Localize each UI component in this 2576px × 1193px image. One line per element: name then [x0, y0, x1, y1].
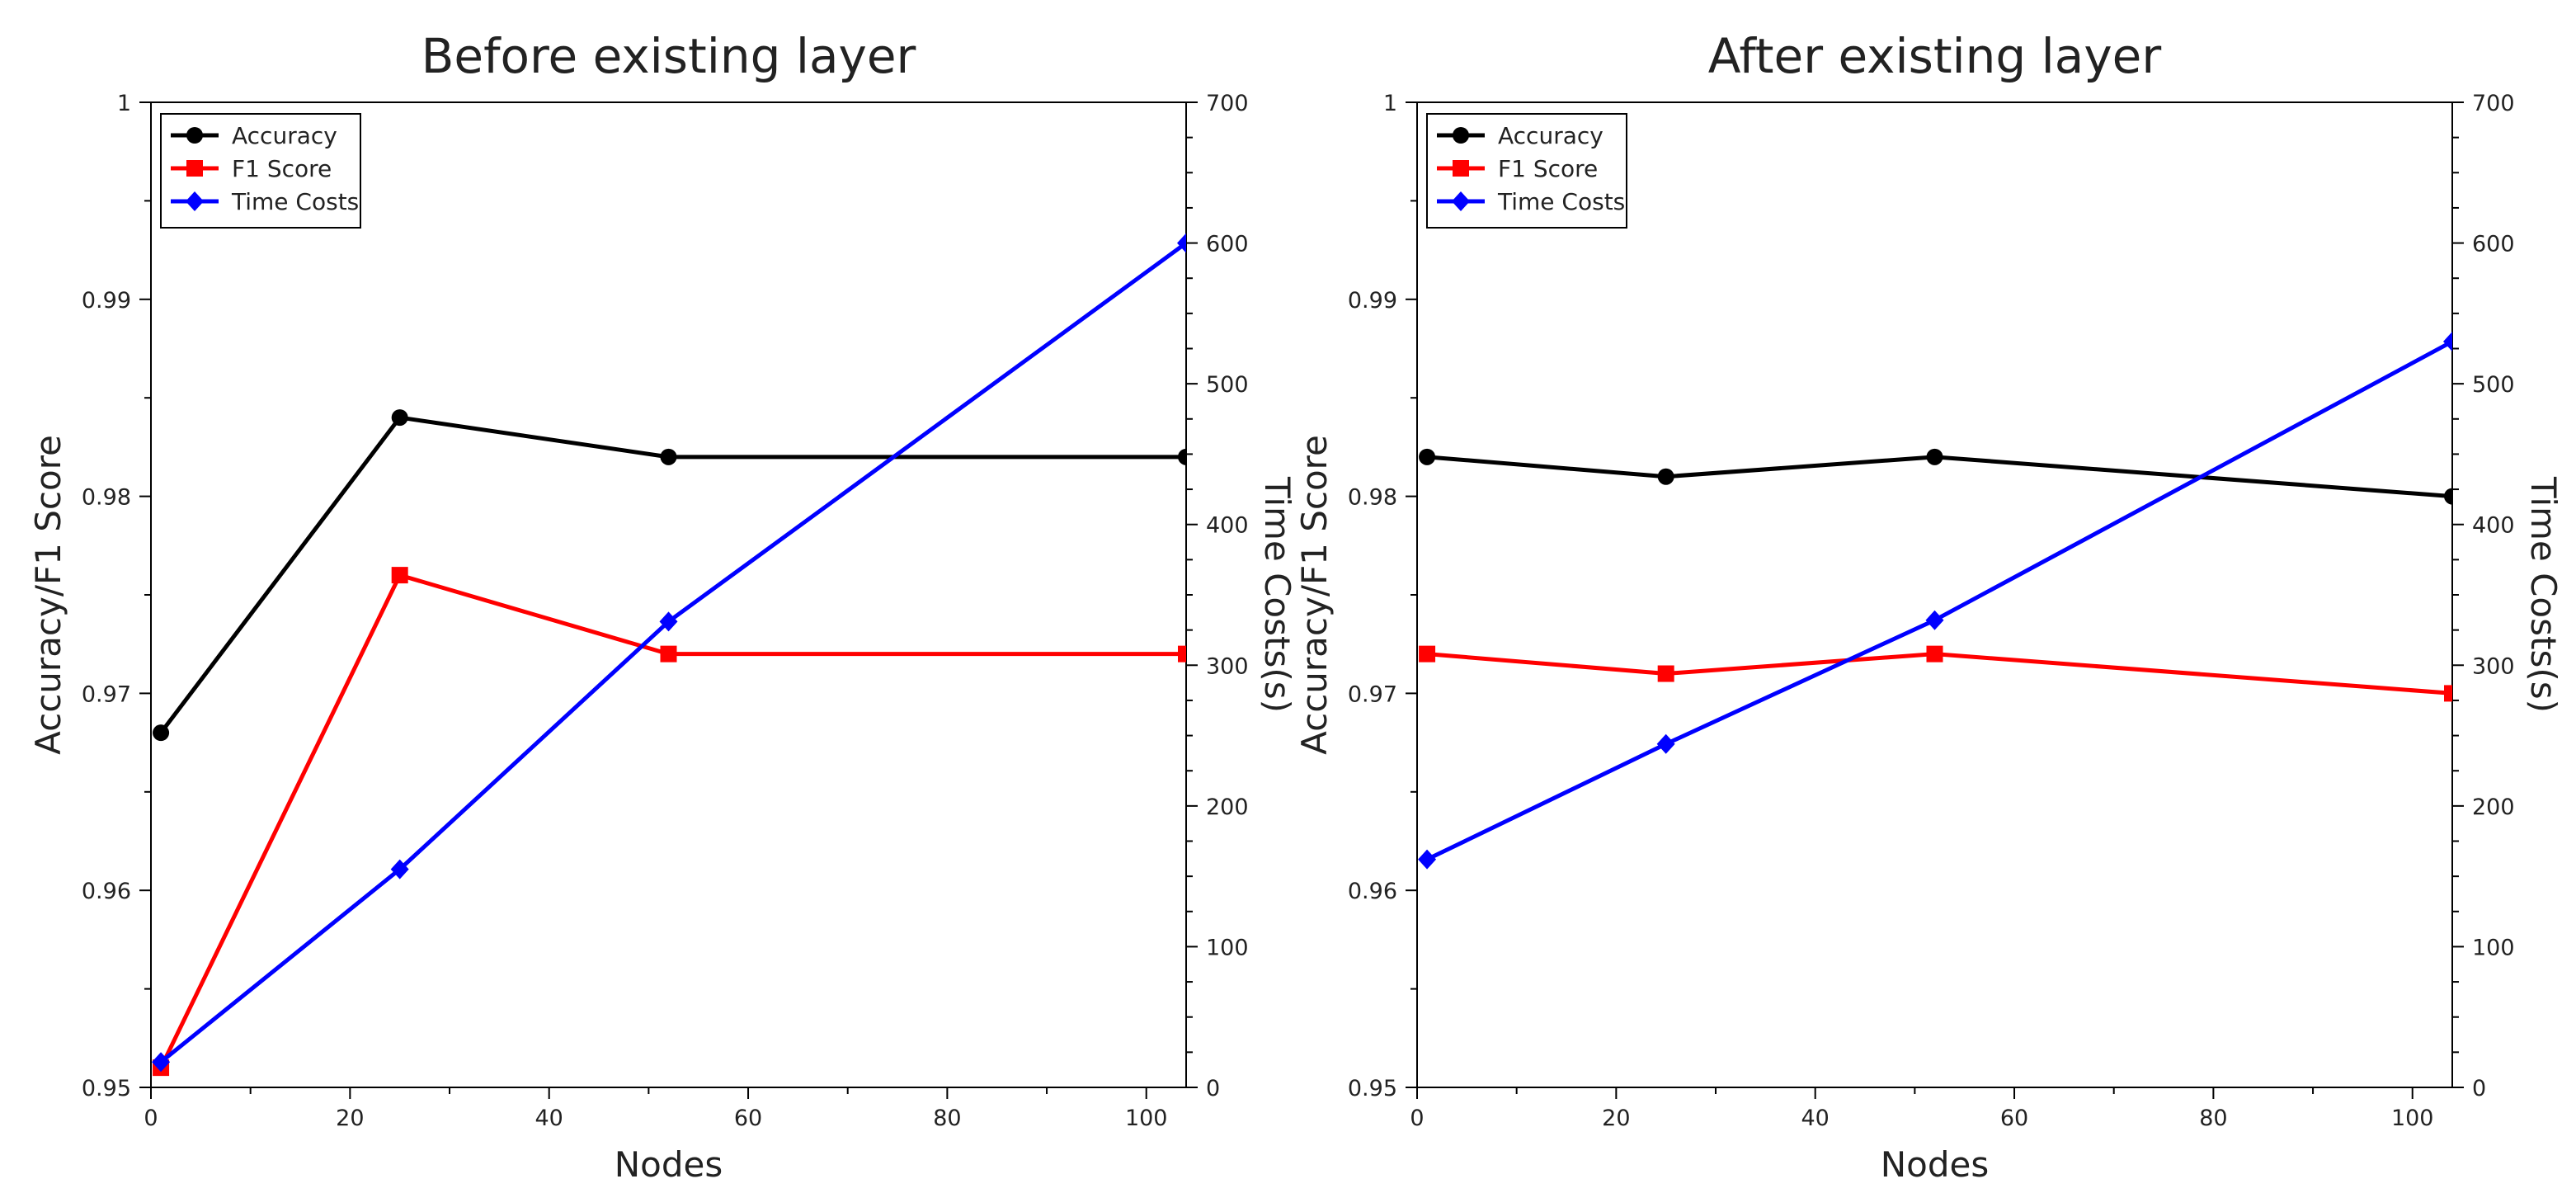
chart-title: Before existing layer [421, 28, 916, 84]
data-point-f1-score [660, 645, 677, 663]
x-axis-label: Nodes [615, 1144, 723, 1185]
data-point-accuracy [1419, 448, 1436, 465]
x-tick-label: 60 [2000, 1106, 2028, 1131]
y-tick-label: 0.99 [82, 288, 131, 314]
data-point-time-costs [1177, 233, 1186, 253]
y2-tick-label: 300 [1206, 653, 1249, 679]
y2-tick-label: 700 [2472, 91, 2515, 116]
y-tick-label: 0.97 [1348, 681, 1397, 707]
plot-frame [1416, 101, 2453, 1088]
data-point-time-costs [1925, 610, 1944, 630]
chart-panel-1: Before existing layer 0 20 40 60 80 100 0.95 0.9… [28, 28, 1297, 1185]
series-line-time-costs [159, 241, 1186, 1064]
plot-area [1418, 331, 2452, 870]
series-line-f1-score [1426, 652, 2452, 696]
data-point-accuracy [391, 409, 408, 427]
series-line-f1-score [158, 573, 1186, 1069]
y2-axis-label: Time Costs(s) [1257, 476, 1297, 713]
y-tick-label: 0.96 [1348, 879, 1397, 904]
y2-tick-label: 700 [1206, 91, 1249, 116]
data-point-time-costs [1418, 849, 1437, 870]
y-tick-label: 0.95 [82, 1076, 131, 1101]
x-tick-label: 100 [2391, 1106, 2434, 1131]
series-line-time-costs [1425, 339, 2452, 861]
series-line-accuracy [159, 415, 1186, 734]
data-point-accuracy [2444, 488, 2452, 505]
legend-marker-time-costs [1452, 191, 1470, 211]
data-point-time-costs [659, 611, 678, 632]
x-tick-label: 100 [1125, 1106, 1168, 1131]
x-tick-label: 20 [1602, 1106, 1630, 1131]
data-point-time-costs [1656, 733, 1675, 754]
legend-marker-accuracy [1453, 127, 1469, 144]
data-point-time-costs [390, 859, 409, 879]
y-tick-label: 0.98 [82, 485, 131, 511]
y2-tick-label: 600 [1206, 232, 1249, 257]
data-point-accuracy [660, 448, 677, 465]
data-point-f1-score [1657, 665, 1674, 682]
y2-tick-label: 0 [1206, 1076, 1220, 1101]
legend-label-accuracy: Accuracy [232, 122, 337, 149]
y-tick-label: 1 [117, 91, 131, 116]
data-point-time-costs [2443, 331, 2452, 351]
x-tick-label: 0 [144, 1106, 158, 1131]
legend: Accuracy F1 Score Time Costs [1426, 113, 1627, 229]
data-point-accuracy [1926, 448, 1943, 465]
y2-tick-label: 100 [2472, 935, 2515, 960]
y-axis-label: Accuracy/F1 Score [28, 435, 68, 755]
y-axis-label: Accuracy/F1 Score [1294, 435, 1335, 755]
data-point-f1-score [2444, 685, 2452, 702]
y2-tick-label: 400 [2472, 513, 2515, 539]
legend-label-time-costs: Time Costs [231, 188, 359, 215]
x-tick-label: 0 [1410, 1106, 1424, 1131]
legend-marker-f1-score [1453, 160, 1469, 177]
y-tick-label: 0.99 [1348, 288, 1397, 314]
y-tick-label: 0.96 [82, 879, 131, 904]
legend-label-accuracy: Accuracy [1498, 122, 1604, 149]
data-point-accuracy [153, 724, 170, 742]
y-tick-label: 0.95 [1348, 1076, 1397, 1101]
y2-tick-label: 500 [1206, 372, 1249, 398]
y2-tick-label: 400 [1206, 513, 1249, 539]
x-tick-label: 40 [535, 1106, 563, 1131]
plot-frame [150, 101, 1187, 1088]
y2-tick-label: 600 [2472, 232, 2515, 257]
y2-tick-label: 200 [1206, 795, 1249, 820]
legend-label-f1-score: F1 Score [1498, 155, 1598, 182]
data-point-accuracy [1178, 448, 1186, 465]
y-tick-label: 0.97 [82, 681, 131, 707]
chart-panel-2: After existing layer 0 20 40 60 80 100 0.95 0.96… [1294, 28, 2564, 1185]
legend-marker-time-costs [186, 191, 204, 211]
legend-label-time-costs: Time Costs [1497, 188, 1625, 215]
legend: Accuracy F1 Score Time Costs [160, 113, 361, 229]
legend-label-f1-score: F1 Score [232, 155, 332, 182]
x-tick-label: 80 [2199, 1106, 2227, 1131]
y2-tick-label: 500 [2472, 372, 2515, 398]
series-line-accuracy [1426, 455, 2452, 499]
y-tick-label: 1 [1383, 91, 1397, 116]
plot-area [152, 233, 1186, 1077]
legend-marker-f1-score [186, 160, 203, 177]
y2-tick-label: 300 [2472, 653, 2515, 679]
data-point-f1-score [1926, 645, 1943, 663]
data-point-time-costs [152, 1052, 171, 1073]
y2-tick-label: 200 [2472, 795, 2515, 820]
data-point-accuracy [1657, 468, 1674, 485]
legend-marker-accuracy [186, 127, 203, 144]
x-axis-label: Nodes [1881, 1144, 1990, 1185]
x-tick-label: 20 [336, 1106, 364, 1131]
x-tick-label: 80 [933, 1106, 961, 1131]
chart-title: After existing layer [1708, 28, 2162, 84]
data-point-f1-score [1178, 645, 1186, 663]
data-point-f1-score [391, 567, 408, 584]
y2-axis-label: Time Costs(s) [2523, 476, 2564, 713]
x-tick-label: 40 [1801, 1106, 1830, 1131]
data-point-f1-score [1419, 645, 1436, 663]
y2-tick-label: 100 [1206, 935, 1249, 960]
y-tick-label: 0.98 [1348, 485, 1397, 511]
y2-tick-label: 0 [2472, 1076, 2486, 1101]
x-tick-label: 60 [734, 1106, 762, 1131]
